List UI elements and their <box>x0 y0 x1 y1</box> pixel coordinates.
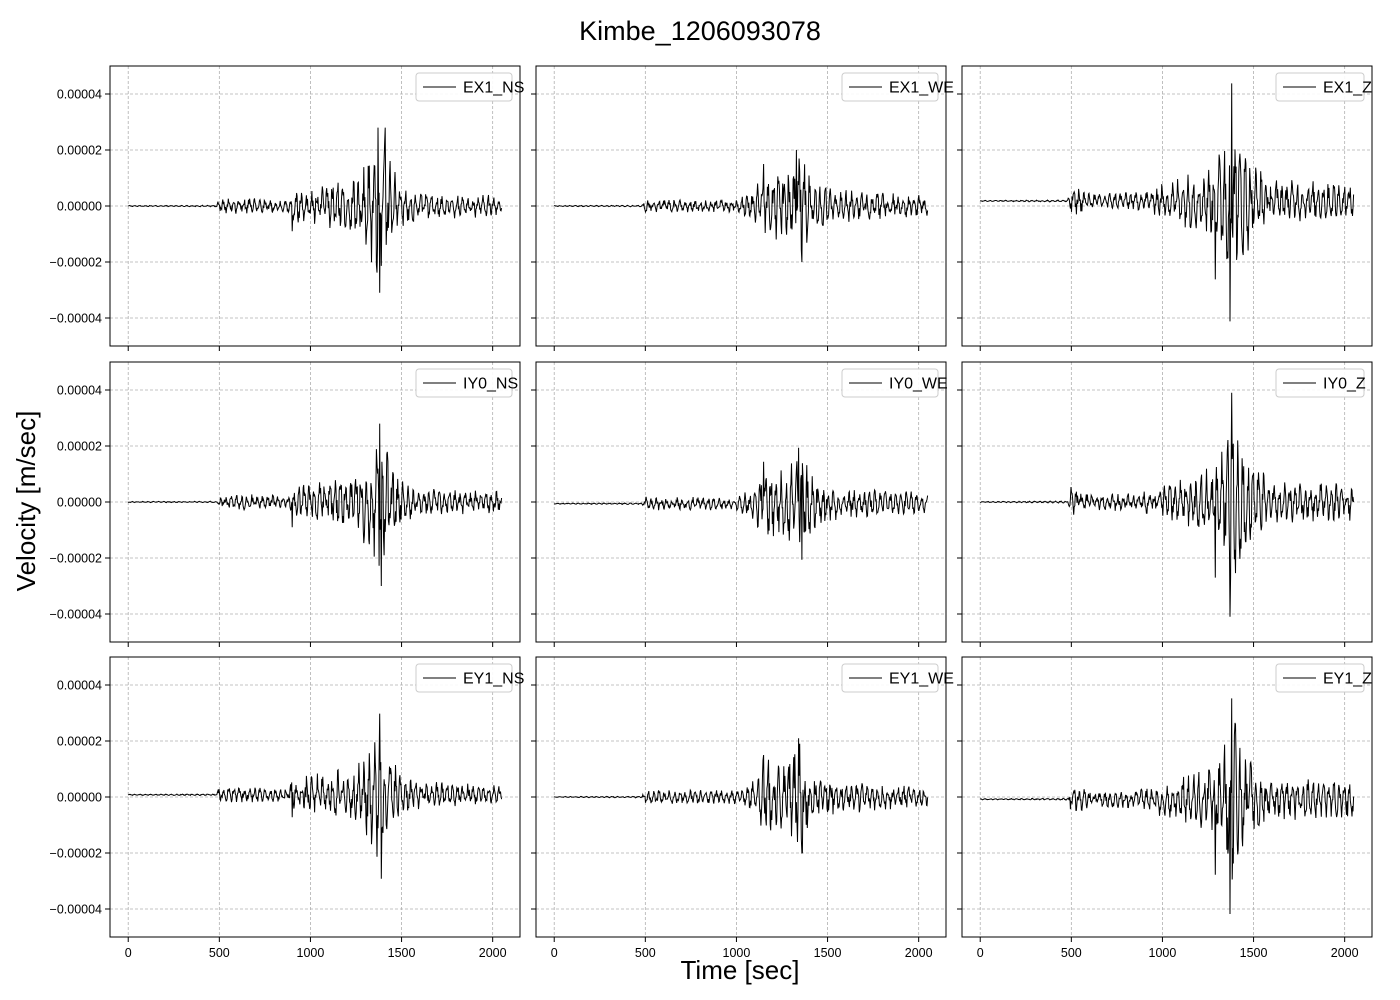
subplot-ey1-z: 0 500 1000 1500 2000 EY1_Z <box>957 656 1373 960</box>
subplot-iy0-ns: 0.00004 0.00002 0.00000 −0.00002 −0.00004 IY0… <box>50 361 521 647</box>
legend-label: EX1_WE <box>889 80 954 97</box>
legend-label: EY1_NS <box>463 671 524 688</box>
legend: EX1_WE <box>841 72 954 102</box>
y-tick-label: 0.00000 <box>57 200 102 214</box>
subplot-grid: 0.00004 0.00002 0.00000 −0.00002 −0.00004 EX1… <box>50 65 1373 960</box>
legend: EY1_Z <box>1275 663 1372 693</box>
trace-ex1-ns <box>128 127 503 293</box>
y-tick-label: 0.00000 <box>57 496 102 510</box>
legend-box <box>415 368 513 398</box>
legend-label: EX1_NS <box>463 80 524 97</box>
subplot-iy0-z: IY0_Z <box>957 361 1373 647</box>
y-tick-label: −0.00002 <box>50 847 103 861</box>
subplot-ey1-we: 0 500 1000 1500 2000 EY1_WE <box>531 656 954 960</box>
subplot-ex1-ns: 0.00004 0.00002 0.00000 −0.00002 −0.00004 EX1… <box>50 65 524 351</box>
legend-box <box>841 663 939 693</box>
legend: IY0_Z <box>1275 368 1366 398</box>
y-tick-label: 0.00002 <box>57 144 102 158</box>
x-tick-label: 500 <box>1061 946 1082 960</box>
trace-iy0-ns <box>127 423 503 587</box>
legend: EX1_Z <box>1275 72 1372 102</box>
legend-label: IY0_WE <box>889 376 948 393</box>
x-tick-label: 0 <box>551 946 558 960</box>
legend-box <box>841 72 939 102</box>
x-tick-label: 500 <box>209 946 230 960</box>
legend-label: IY0_NS <box>463 376 518 393</box>
x-axis-label: Time [sec] <box>681 955 800 985</box>
x-tick-label: 1000 <box>1149 946 1177 960</box>
subplot-ey1-ns: 0 500 1000 1500 2000 0.00004 0.00002 0.00000 −0.… <box>50 656 524 960</box>
x-tick-label: 0 <box>125 946 132 960</box>
y-tick-label: 0.00004 <box>57 679 102 693</box>
x-tick-label: 1000 <box>723 946 751 960</box>
legend: EY1_WE <box>841 663 954 693</box>
legend-label: EX1_Z <box>1323 80 1372 97</box>
legend-box <box>1275 368 1365 398</box>
x-tick-label: 2000 <box>1331 946 1359 960</box>
x-tick-label: 1500 <box>1240 946 1268 960</box>
trace-ey1-we <box>554 738 929 854</box>
trace-iy0-z <box>980 392 1355 617</box>
legend: EX1_NS <box>415 72 524 102</box>
trace-ey1-z <box>979 698 1355 915</box>
trace-ey1-ns <box>127 713 503 879</box>
legend-label: EY1_WE <box>889 671 954 688</box>
subplot-ex1-z: EX1_Z <box>957 65 1373 351</box>
x-tick-label: 500 <box>635 946 656 960</box>
figure-title: Kimbe_1206093078 <box>579 16 821 46</box>
legend-box <box>415 663 513 693</box>
x-tick-label: 1500 <box>814 946 842 960</box>
legend-box <box>1275 72 1365 102</box>
x-tick-label: 1000 <box>297 946 325 960</box>
y-tick-label: 0.00004 <box>57 88 102 102</box>
legend-box <box>1275 663 1365 693</box>
y-tick-label: −0.00004 <box>50 312 103 326</box>
y-tick-label: −0.00002 <box>50 552 103 566</box>
y-tick-label: 0.00000 <box>57 791 102 805</box>
x-tick-label: 2000 <box>479 946 507 960</box>
legend-label: EY1_Z <box>1323 671 1372 688</box>
legend-box <box>841 368 939 398</box>
y-tick-label: 0.00004 <box>57 384 102 398</box>
y-tick-label: 0.00002 <box>57 735 102 749</box>
y-tick-label: −0.00004 <box>50 608 103 622</box>
subplot-ex1-we: EX1_WE <box>531 65 954 351</box>
y-tick-label: −0.00004 <box>50 903 103 917</box>
x-tick-label: 0 <box>977 946 984 960</box>
trace-ex1-we <box>554 149 929 263</box>
trace-iy0-we <box>553 447 929 560</box>
y-tick-label: −0.00002 <box>50 256 103 270</box>
y-axis-label: Velocity [m/sec] <box>11 411 41 592</box>
x-tick-label: 2000 <box>905 946 933 960</box>
legend-label: IY0_Z <box>1323 376 1366 393</box>
trace-ex1-z <box>980 83 1355 322</box>
legend: EY1_NS <box>415 663 524 693</box>
y-tick-label: 0.00002 <box>57 440 102 454</box>
subplot-iy0-we: IY0_WE <box>531 361 948 647</box>
legend: IY0_NS <box>415 368 518 398</box>
legend: IY0_WE <box>841 368 948 398</box>
x-tick-label: 1500 <box>388 946 416 960</box>
legend-box <box>415 72 513 102</box>
